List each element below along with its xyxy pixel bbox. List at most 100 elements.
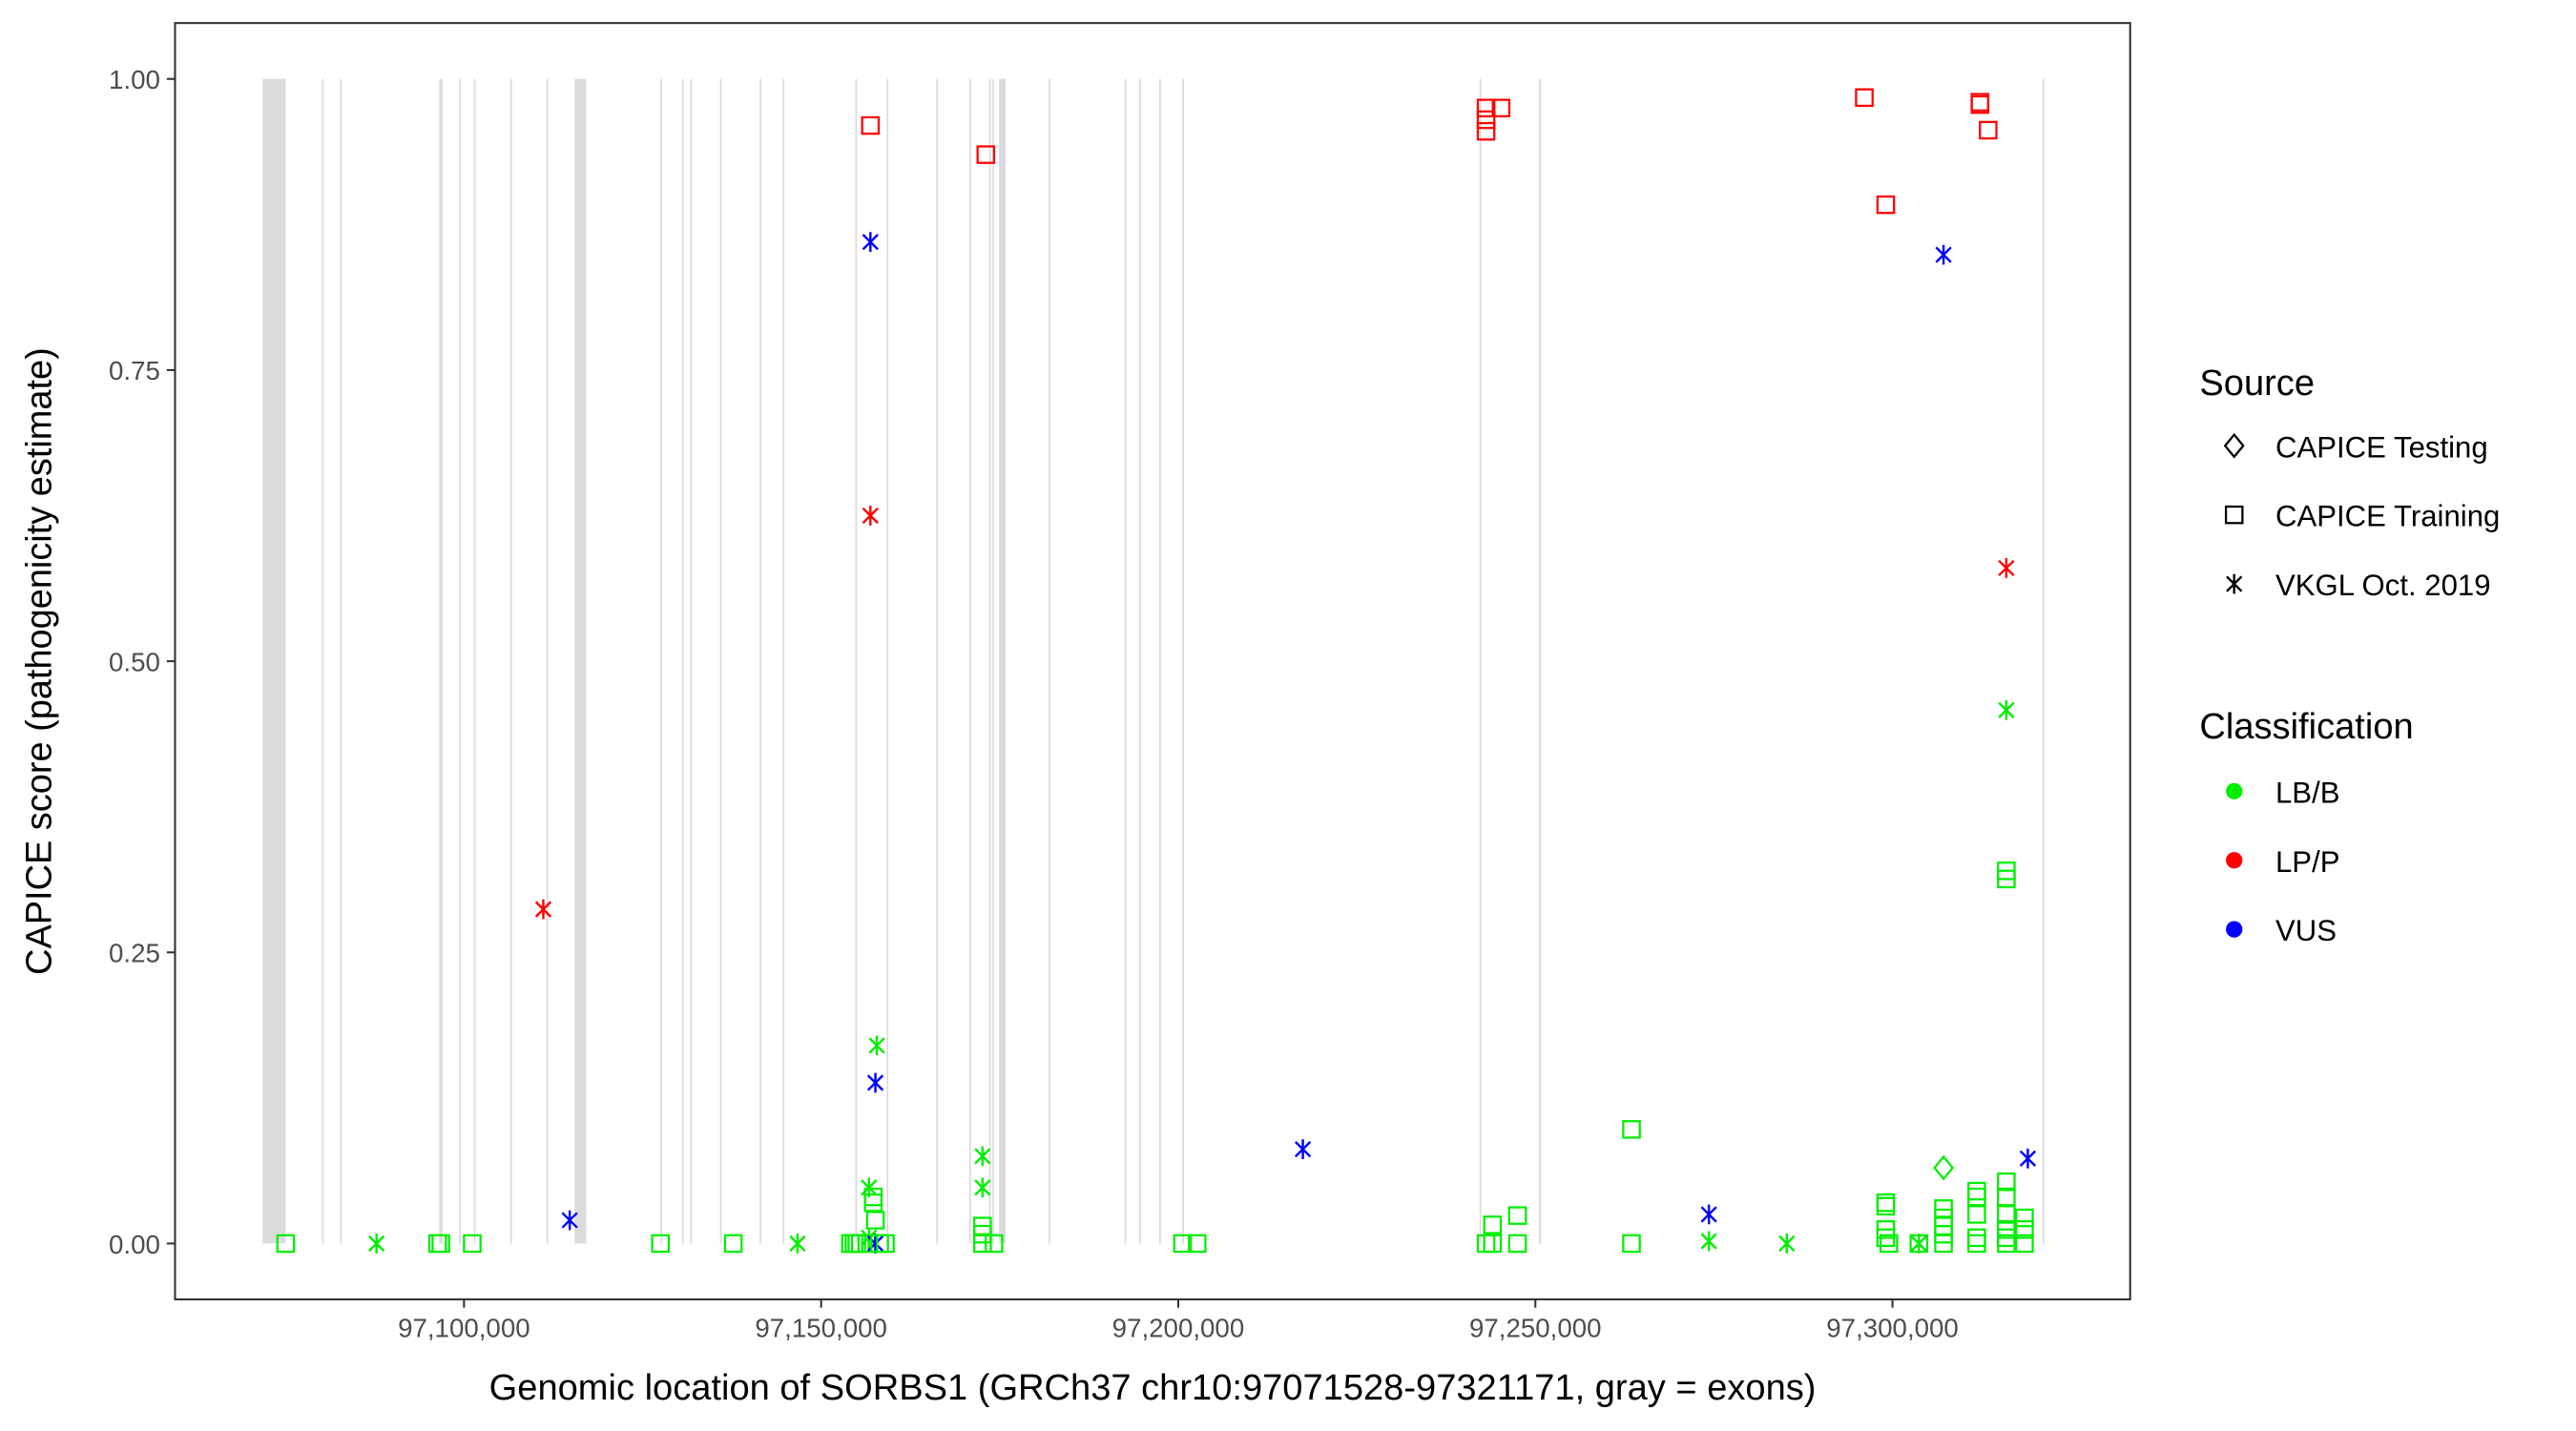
data-point-training — [276, 1234, 296, 1254]
data-point-training — [1967, 1234, 1986, 1254]
exon-band — [574, 78, 587, 1244]
exon-band — [660, 78, 663, 1244]
legend-label: LP/P — [2275, 845, 2340, 879]
data-point-vkgl — [974, 1177, 991, 1198]
exon-band — [262, 78, 286, 1244]
data-point-training — [1997, 1205, 2016, 1224]
data-point-training — [2015, 1234, 2034, 1254]
legend-item-training: CAPICE Training — [2224, 500, 2500, 533]
data-point-training — [851, 1234, 870, 1254]
data-point-training — [1188, 1234, 1207, 1254]
data-point-vkgl — [868, 1035, 885, 1056]
exon-band — [992, 78, 994, 1244]
y-tick-label: 0.25 — [109, 939, 160, 968]
exon-band — [999, 78, 1007, 1244]
y-axis: 0.00 0.25 0.50 0.75 1.00 — [109, 65, 176, 1259]
exon-band — [1139, 78, 1141, 1244]
exon-band — [1182, 78, 1184, 1244]
legend-label: VUS — [2275, 914, 2337, 947]
data-point-training — [431, 1234, 450, 1254]
exon-band — [546, 78, 549, 1244]
data-point-training — [1967, 1187, 1986, 1207]
legend-label: VKGL Oct. 2019 — [2275, 569, 2491, 602]
data-point-training — [863, 1193, 883, 1213]
data-point-training — [1967, 1228, 1986, 1248]
exon-band — [1479, 78, 1482, 1244]
x-axis: 97,100,000 97,150,000 97,200,000 97,250,000… — [398, 1299, 1959, 1343]
y-tick-label: 0.00 — [109, 1230, 160, 1259]
data-point-training — [973, 1234, 992, 1254]
data-point-training — [1855, 88, 1874, 108]
exon-band — [782, 78, 785, 1244]
data-point-training — [976, 145, 996, 164]
data-point-training — [651, 1234, 670, 1254]
legend-source-title: Source — [2199, 363, 2315, 404]
exon-band — [340, 78, 343, 1244]
data-point-vkgl — [866, 1072, 884, 1093]
x-tick-label: 97,250,000 — [1469, 1314, 1602, 1343]
data-point-vkgl — [561, 1210, 578, 1231]
data-point-vkgl — [789, 1234, 806, 1254]
y-axis-title: CAPICE score (pathogenicity estimate) — [20, 347, 60, 975]
legend-item-testing: CAPICE Testing — [2223, 430, 2488, 464]
y-tick-label: 0.50 — [109, 647, 160, 676]
data-point-training — [1997, 1187, 2016, 1207]
data-point-training — [861, 115, 881, 135]
legend-classification-title: Classification — [2199, 707, 2413, 747]
exon-band — [886, 78, 889, 1244]
exon-band — [459, 78, 461, 1244]
data-point-training — [1909, 1234, 1929, 1254]
legend-label: LB/B — [2275, 776, 2340, 809]
exon-band — [936, 78, 939, 1244]
data-point-training — [1876, 1196, 1896, 1216]
data-point-training — [1483, 1234, 1503, 1254]
data-point-training — [865, 1211, 885, 1230]
data-point-training — [1491, 98, 1511, 117]
data-point-training — [1876, 195, 1896, 215]
data-point-training — [1967, 1205, 1986, 1224]
data-point-training — [1997, 1234, 2016, 1254]
data-point-training — [1970, 94, 1990, 114]
data-point-vkgl — [367, 1234, 385, 1254]
data-point-training — [1622, 1120, 1641, 1139]
data-point-training — [973, 1224, 992, 1244]
exon-band — [855, 78, 858, 1244]
exon-band — [1159, 78, 1161, 1244]
exon-band — [988, 78, 991, 1244]
data-point-training — [1934, 1199, 1953, 1218]
exon-band — [473, 78, 476, 1244]
data-point-training — [1622, 1234, 1641, 1254]
exon-band — [1539, 78, 1542, 1244]
data-point-vkgl — [1998, 700, 2015, 720]
data-point-training — [1483, 1215, 1503, 1234]
exon-band — [690, 78, 693, 1244]
exon-band — [2042, 78, 2045, 1244]
plot-panel-border — [174, 22, 2131, 1301]
data-point-training — [876, 1234, 895, 1254]
data-point-training — [1173, 1234, 1193, 1254]
exon-band — [1124, 78, 1127, 1244]
data-point-vkgl — [1700, 1231, 1717, 1252]
data-point-training — [1934, 1234, 1953, 1254]
legend-item-vus: VUS — [2226, 914, 2337, 947]
x-tick-label: 97,150,000 — [755, 1314, 887, 1343]
data-point-vkgl — [1294, 1139, 1312, 1159]
data-point-training — [1476, 110, 1496, 130]
legend-item-lb-b: LB/B — [2226, 776, 2340, 809]
data-point-training — [1979, 120, 1998, 140]
legend-item-lp-p: LP/P — [2226, 845, 2340, 879]
data-point-training — [2015, 1220, 2034, 1239]
exon-band — [509, 78, 512, 1244]
data-point-training — [1967, 1181, 1986, 1201]
legend-item-vkgl: VKGL Oct. 2019 — [2226, 569, 2491, 602]
data-point-training — [1476, 98, 1496, 117]
data-point-training — [1880, 1234, 1899, 1254]
x-axis-title: Genomic location of SORBS1 (GRCh37 chr10… — [489, 1368, 1817, 1408]
data-point-training — [1876, 1228, 1896, 1248]
data-point-vkgl — [1935, 244, 1952, 265]
exon-band — [681, 78, 684, 1244]
x-tick-label: 97,200,000 — [1112, 1314, 1245, 1343]
data-point-vkgl — [974, 1146, 991, 1167]
x-tick-label: 97,100,000 — [398, 1314, 530, 1343]
